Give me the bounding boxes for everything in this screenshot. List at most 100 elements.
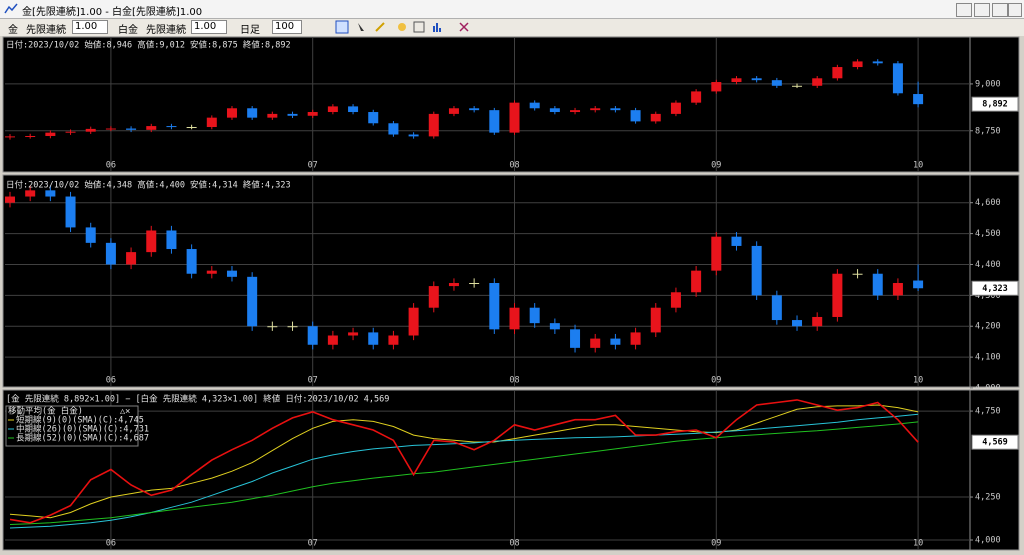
grid-tool[interactable] — [413, 21, 425, 33]
plot — [5, 391, 970, 549]
y-tick-label: 4,200 — [975, 322, 1001, 332]
period-select[interactable]: 日足 — [240, 25, 260, 36]
candle-body — [186, 249, 197, 274]
candle-body — [388, 335, 399, 345]
y-tick-label: 4,500 — [975, 229, 1001, 239]
legend-entry: 短期線(9)(0)(SMA)(C):4,745 — [16, 415, 144, 426]
candle-body — [509, 307, 520, 330]
candle-body — [267, 113, 278, 118]
legend-icons: △✕ — [120, 407, 130, 417]
minimize-button[interactable] — [974, 3, 990, 17]
price-tag-label: 4,569 — [982, 438, 1008, 448]
candle-body — [226, 270, 237, 277]
clear-tool[interactable] — [459, 22, 469, 32]
x-tick-label: 06 — [106, 539, 116, 549]
ma-line — [9, 421, 919, 525]
candle-body — [45, 132, 56, 137]
close-button[interactable] — [1008, 3, 1022, 17]
candle-body — [408, 307, 419, 336]
legend-title: 移動平均(金 白金) — [8, 406, 83, 417]
candle-body — [650, 113, 661, 122]
pointer-tool[interactable] — [358, 23, 364, 31]
candle-body — [913, 94, 924, 105]
x-tick-label: 10 — [913, 539, 923, 549]
legend-entry: 長期線(52)(0)(SMA)(C):4,687 — [16, 433, 149, 444]
candle-body — [307, 112, 318, 116]
candle-body — [650, 307, 661, 333]
pen-tool[interactable] — [375, 22, 385, 32]
symbol1[interactable]: 金 — [8, 25, 18, 36]
candle-body — [5, 136, 15, 138]
candle-body — [771, 80, 782, 86]
x-tick-label: 09 — [711, 539, 721, 549]
restore-button[interactable] — [956, 3, 972, 17]
candle-body — [691, 91, 702, 103]
candle-body — [146, 126, 157, 130]
panel-header: [金 先限連続 8,892×1.00] − [白金 先限連続 4,323×1.0… — [6, 394, 389, 405]
plot — [5, 38, 970, 171]
candle-body — [731, 236, 742, 246]
candle-body — [126, 128, 137, 130]
candle-body — [247, 276, 258, 327]
y-tick-label: 4,750 — [975, 407, 1001, 417]
y-tick-label: 4,100 — [975, 353, 1001, 363]
cursor-tool[interactable] — [335, 20, 349, 34]
price-tag — [971, 434, 1019, 450]
hand-tool[interactable] — [398, 23, 406, 31]
candle-body — [327, 335, 338, 345]
candle-body — [852, 61, 863, 68]
x-tick-label: 08 — [509, 376, 519, 386]
x-tick-label: 08 — [509, 161, 519, 171]
count-input[interactable]: 100 — [272, 20, 302, 34]
candle-body — [852, 273, 863, 275]
multiplier2-input[interactable]: 1.00 — [191, 20, 227, 34]
ma-line — [9, 413, 919, 529]
candle-body — [872, 273, 883, 296]
candle-body — [166, 230, 177, 250]
candle-body — [206, 117, 217, 128]
candle-body — [711, 236, 722, 271]
candle-body — [731, 78, 742, 83]
y-tick-label: 4,000 — [975, 536, 1001, 546]
candle-body — [630, 110, 641, 122]
title-bar: 金[先限連続]1.00 - 白金[先限連続]1.00 — [0, 0, 1024, 19]
maximize-button[interactable] — [992, 3, 1008, 17]
x-tick-label: 10 — [913, 161, 923, 171]
contract1[interactable]: 先限連続 — [26, 25, 66, 36]
candle-body — [448, 108, 459, 114]
x-tick-label: 06 — [106, 161, 116, 171]
window-title: 金[先限連続]1.00 - 白金[先限連続]1.00 — [22, 7, 203, 18]
y-tick-label: 4,600 — [975, 198, 1001, 208]
y-tick-label: 4,300 — [975, 291, 1001, 301]
candle-body — [206, 270, 217, 274]
candle-body — [529, 307, 540, 324]
x-tick-label: 10 — [913, 376, 923, 386]
candle-body — [792, 320, 803, 327]
panel-header: 日付:2023/10/02 始値:4,348 高値:4,400 安値:4,314… — [6, 180, 291, 191]
candle-body — [146, 230, 157, 253]
panel-header: 日付:2023/10/02 始値:8,946 高値:9,012 安値:8,875… — [6, 40, 291, 51]
candle-body — [186, 127, 197, 129]
candle-body — [792, 85, 803, 87]
candle-body — [287, 113, 298, 116]
indicator-tool[interactable] — [433, 23, 441, 32]
ma-line — [9, 404, 919, 519]
legend-box — [5, 405, 139, 447]
y-tick-label: 4,250 — [975, 493, 1001, 503]
x-tick-label: 06 — [106, 376, 116, 386]
candle-body — [448, 283, 459, 287]
candle-body — [166, 126, 177, 128]
multiplier1-input[interactable]: 1.00 — [72, 20, 108, 34]
candle-body — [872, 61, 883, 64]
candle-body — [549, 323, 560, 330]
candle-body — [307, 326, 318, 345]
symbol2[interactable]: 白金 — [118, 25, 138, 36]
candle-body — [832, 273, 843, 317]
x-tick-label: 09 — [711, 161, 721, 171]
candle-body — [105, 128, 116, 130]
candle-body — [489, 110, 500, 133]
contract2[interactable]: 先限連続 — [146, 25, 186, 36]
price-tag-label: 4,323 — [982, 284, 1008, 294]
candle-body — [771, 295, 782, 321]
